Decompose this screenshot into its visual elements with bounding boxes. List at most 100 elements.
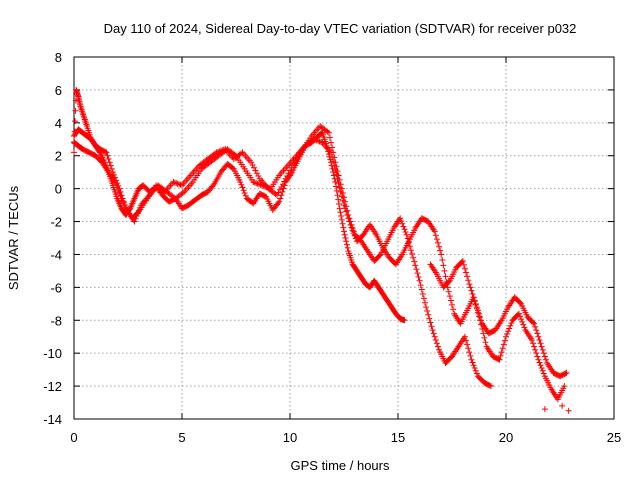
data-point [136, 204, 143, 211]
data-point [474, 307, 481, 314]
data-point [277, 195, 284, 202]
data-point [536, 337, 543, 344]
data-point [417, 282, 424, 289]
data-point [310, 136, 317, 143]
data-point [257, 181, 264, 188]
grid [74, 57, 614, 419]
data-point [117, 192, 124, 199]
data-point [468, 356, 475, 363]
data-point [284, 173, 291, 180]
x-tick-label: 25 [607, 430, 621, 445]
data-point [441, 267, 448, 274]
data-point [231, 151, 238, 158]
data-point [312, 136, 319, 143]
data-point [521, 324, 528, 331]
data-point [480, 330, 487, 337]
data-point [538, 343, 545, 350]
data-point [72, 107, 79, 114]
data-point [242, 192, 249, 199]
data-point [338, 216, 345, 223]
data-point [413, 266, 420, 273]
data-point [342, 235, 349, 241]
data-point [260, 182, 267, 189]
data-point [497, 352, 504, 359]
data-point [105, 156, 112, 163]
data-point [255, 173, 262, 180]
data-point [508, 320, 515, 327]
data-point [253, 180, 260, 187]
data-point [102, 148, 109, 155]
data-point [470, 294, 477, 301]
data-point [328, 139, 335, 146]
data-point [281, 178, 288, 185]
data-point [334, 175, 341, 182]
data-point [507, 322, 514, 329]
data-point [478, 317, 485, 324]
data-point [503, 333, 509, 340]
x-tick-label: 15 [391, 430, 405, 445]
y-tick-label: 8 [55, 50, 62, 65]
data-point [449, 301, 455, 308]
data-point [249, 162, 256, 169]
data-point [261, 183, 268, 190]
data-point [470, 362, 477, 369]
data-point [498, 349, 505, 356]
data-point [465, 345, 472, 352]
data-point [335, 180, 342, 187]
data-point [482, 339, 489, 346]
data-point [337, 188, 344, 195]
data-point [530, 319, 536, 326]
data-point [535, 356, 542, 363]
data-point [531, 343, 538, 350]
data-point [519, 318, 526, 325]
data-point [472, 300, 479, 307]
data-point [563, 369, 570, 376]
data-point [179, 190, 186, 197]
x-axis: 0 5 10 15 20 25 [70, 57, 621, 445]
data-point [264, 184, 271, 191]
y-tick-label: -8 [50, 313, 62, 328]
data-point [433, 236, 440, 243]
data-point [285, 170, 292, 177]
data-point [329, 165, 336, 172]
data-point [410, 254, 417, 261]
y-axis: -14 -12 -10 -8 -6 -4 -2 0 2 4 6 8 [43, 50, 614, 427]
data-point [343, 241, 350, 248]
data-point [538, 364, 545, 371]
data-point [326, 134, 333, 141]
data-points [71, 86, 572, 414]
data-point [114, 184, 121, 191]
data-point [338, 193, 345, 200]
data-point [248, 159, 255, 166]
data-point [505, 328, 512, 335]
data-point [351, 232, 358, 239]
data-point [333, 187, 340, 194]
x-tick-label: 0 [70, 430, 77, 445]
data-point [254, 180, 261, 187]
data-point [418, 286, 425, 293]
data-point [541, 353, 548, 360]
data-point [71, 149, 77, 156]
data-point [434, 239, 441, 246]
data-point [335, 200, 342, 207]
data-point [518, 316, 525, 323]
data-point [472, 367, 479, 374]
data-point [401, 226, 408, 233]
data-point [473, 370, 480, 377]
data-point [279, 181, 286, 188]
data-point [240, 187, 247, 194]
data-point [496, 356, 503, 363]
data-point [250, 179, 257, 186]
data-point [330, 158, 337, 165]
y-tick-label: -12 [43, 379, 62, 394]
data-point [276, 198, 283, 205]
data-point [344, 211, 351, 218]
data-point [461, 265, 468, 272]
chart-title: Day 110 of 2024, Sidereal Day-to-day VTE… [104, 21, 577, 36]
data-point [420, 295, 427, 302]
data-point [437, 247, 444, 254]
data-point [477, 313, 484, 320]
data-point [540, 370, 547, 377]
data-point [500, 341, 507, 348]
data-point [532, 323, 539, 330]
